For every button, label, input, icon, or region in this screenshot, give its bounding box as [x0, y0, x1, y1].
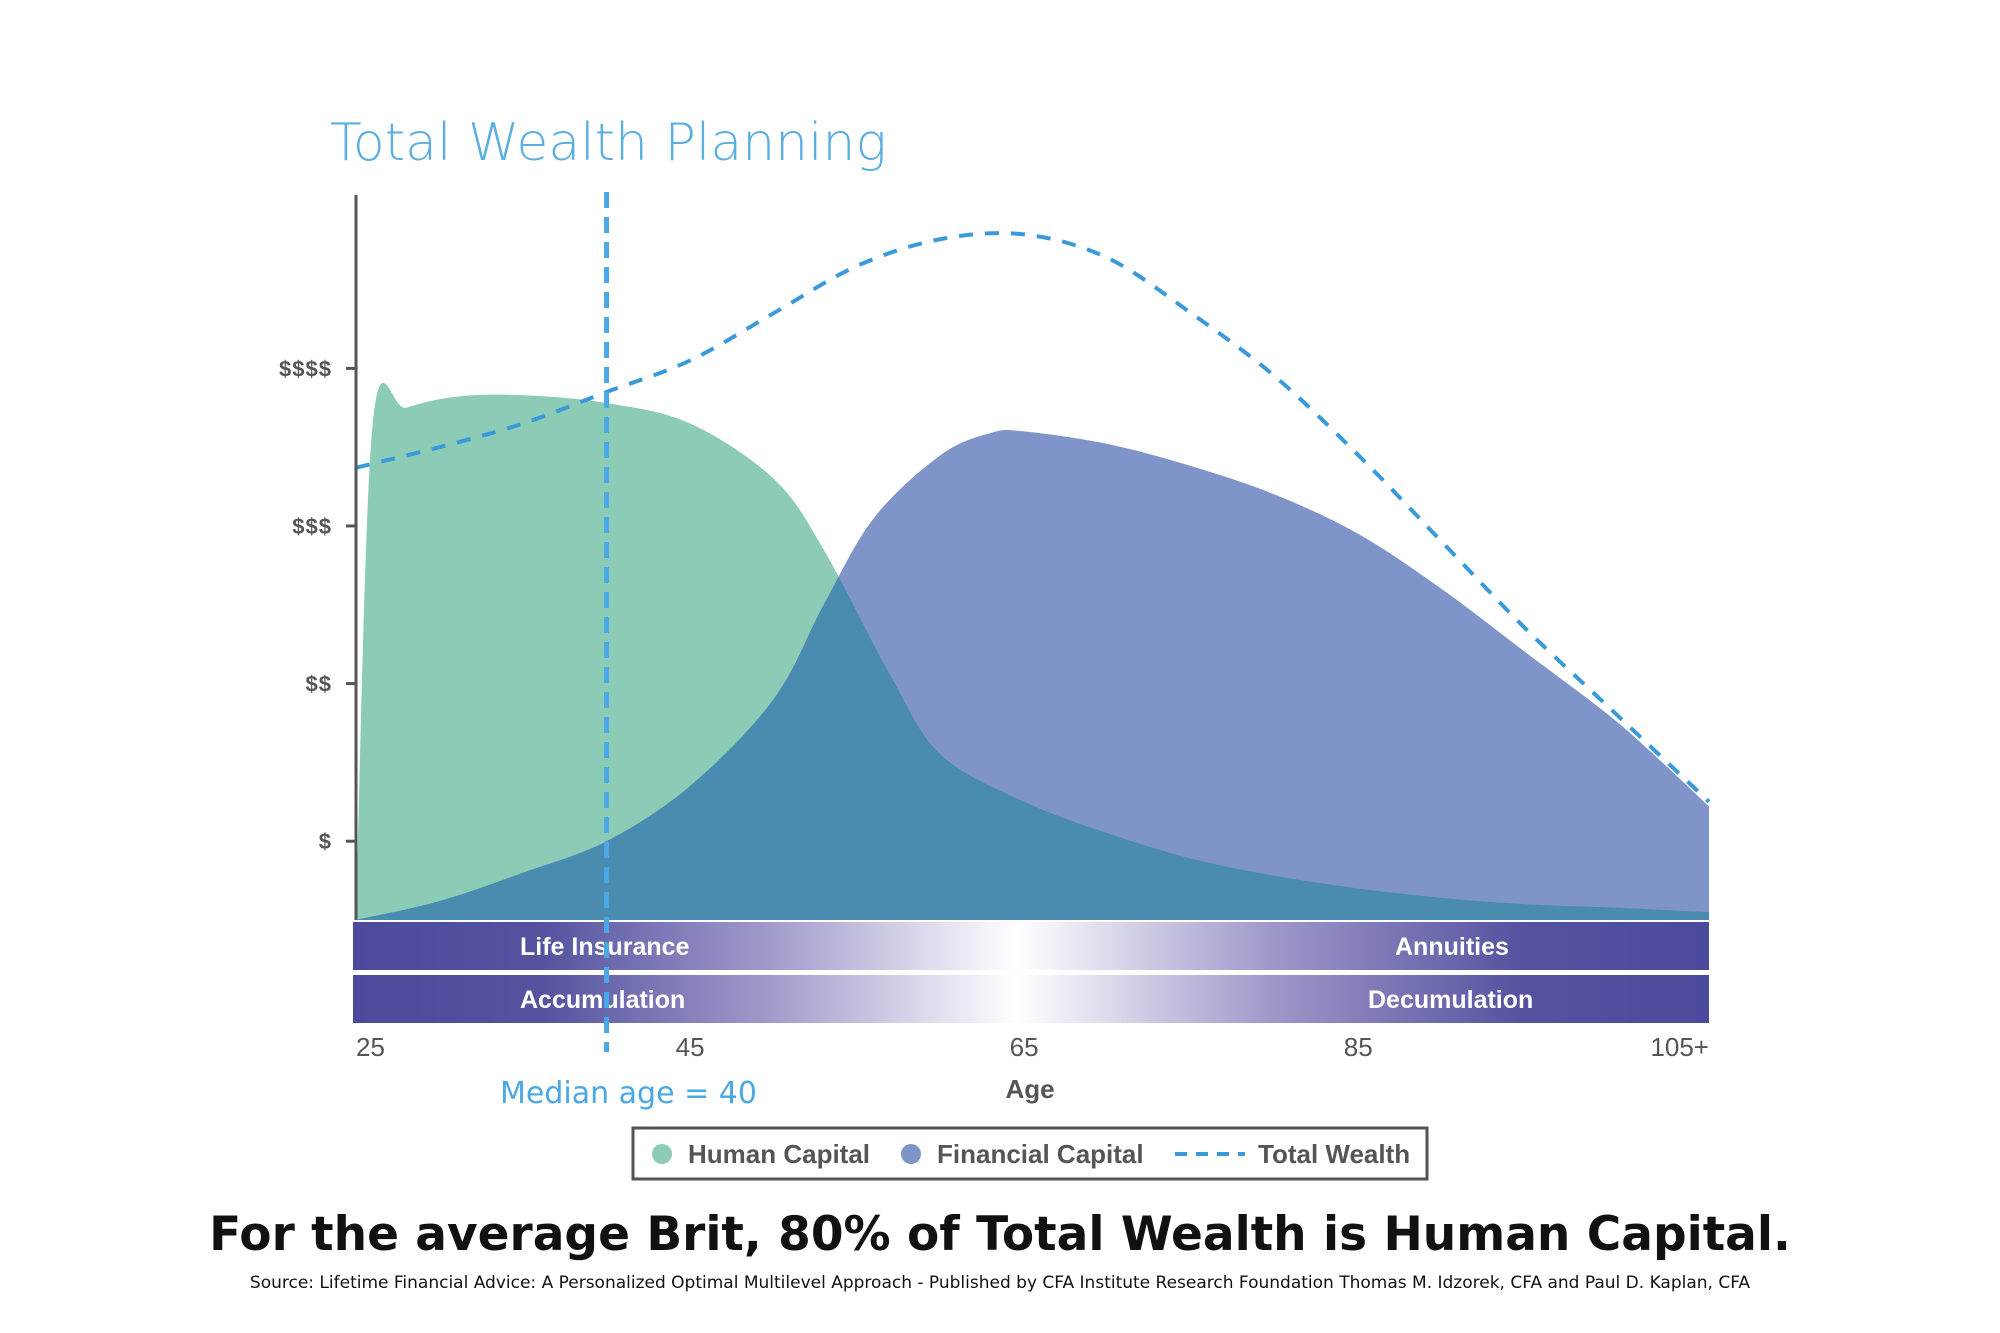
legend-human-capital-label: Human Capital [688, 1139, 870, 1169]
band-annuities-label: Annuities [1395, 933, 1509, 961]
x-tick-label: 85 [1344, 1032, 1373, 1062]
y-axis: $$$$$$$$$$ [279, 195, 358, 920]
band-insurance [353, 922, 1709, 970]
legend-financial-capital-marker [901, 1144, 921, 1164]
x-tick-label: 25 [356, 1032, 385, 1062]
x-axis-label: Age [1005, 1074, 1054, 1104]
legend: Human Capital Financial Capital Total We… [631, 1126, 1429, 1181]
x-axis-ticks: 25 45 65 85 105+ [356, 1032, 1709, 1062]
y-tick-label: $ [319, 829, 332, 854]
plot-area [355, 231, 1711, 920]
x-tick-label: 65 [1010, 1032, 1039, 1062]
band-decumulation-label: Decumulation [1368, 986, 1533, 1014]
legend-box [631, 1126, 1429, 1181]
y-tick-label: $$ [306, 672, 332, 697]
source-citation: Source: Lifetime Financial Advice: A Per… [249, 1273, 1751, 1293]
y-tick-label: $$$$ [279, 356, 332, 381]
chart-title: Total Wealth Planning [330, 113, 887, 173]
band-phase [353, 975, 1709, 1023]
band-accumulation-label: Accumulation [520, 986, 685, 1014]
median-age-label: Median age = 40 [500, 1076, 757, 1111]
legend-financial-capital-label: Financial Capital [937, 1139, 1144, 1169]
x-tick-label: 45 [676, 1032, 705, 1062]
x-tick-label: 105+ [1650, 1032, 1709, 1062]
headline: For the average Brit, 80% of Total Wealt… [209, 1207, 1791, 1262]
legend-total-wealth-label: Total Wealth [1258, 1139, 1410, 1169]
bands: Life Insurance Annuities Accumulation De… [353, 922, 1709, 1023]
y-tick-label: $$$ [292, 514, 332, 539]
total-wealth-line [355, 231, 1711, 804]
legend-human-capital-marker [652, 1144, 672, 1164]
